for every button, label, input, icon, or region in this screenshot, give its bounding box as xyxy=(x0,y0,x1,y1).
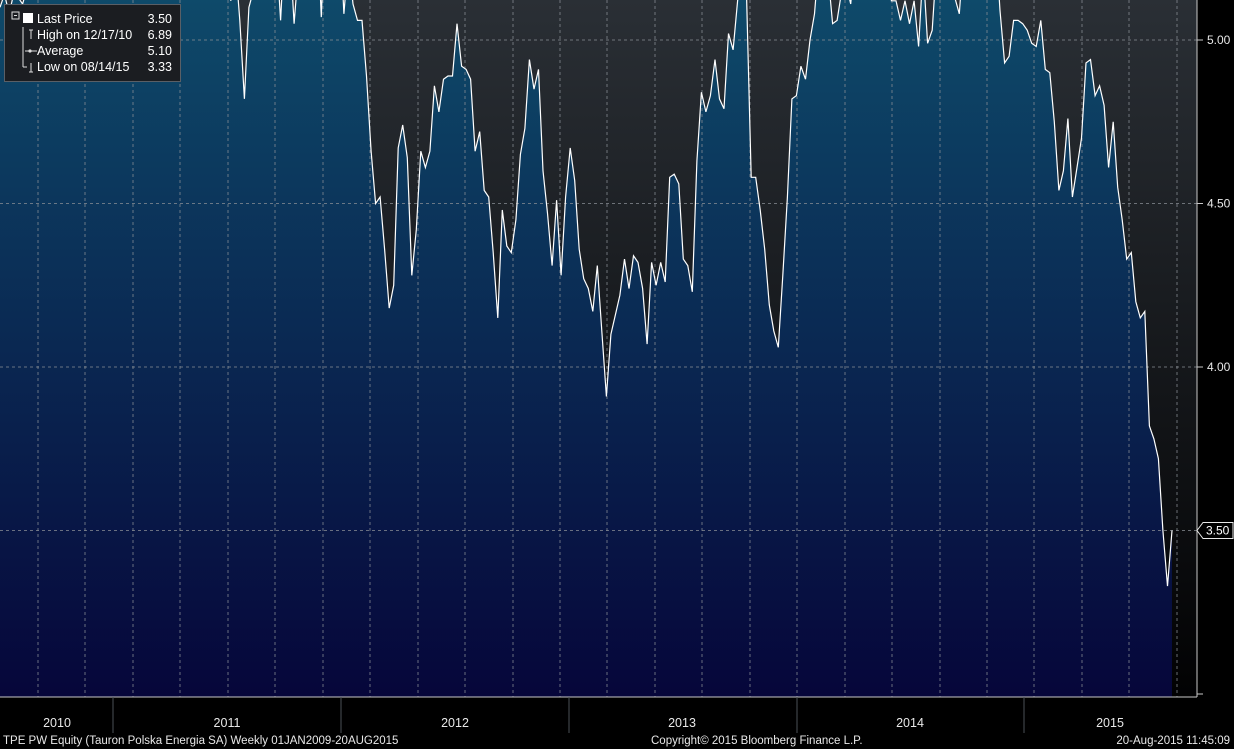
footer-timestamp: 20-Aug-2015 11:45:09 xyxy=(1116,735,1230,747)
last-price-tag-box xyxy=(1196,522,1234,539)
footer-copyright: Copyright© 2015 Bloomberg Finance L.P. xyxy=(651,735,863,747)
x-tick-label: 2012 xyxy=(441,716,469,730)
gridlines xyxy=(0,0,1197,697)
average-line-icon xyxy=(22,43,37,59)
footer-security-info: TPE PW Equity (Tauron Polska Energia SA)… xyxy=(3,735,399,747)
x-axis-ticks: 2010 2011 2012 2013 2014 2015 xyxy=(43,697,1124,733)
price-area xyxy=(0,0,1172,697)
legend-label: Low on 08/14/15 xyxy=(37,60,130,74)
low-marker-icon xyxy=(22,59,33,73)
price-line xyxy=(0,0,1173,587)
x-tick-label: 2014 xyxy=(896,716,924,730)
x-tick-label: 2011 xyxy=(214,716,241,730)
x-tick-label: 2013 xyxy=(668,716,696,730)
legend-value: 5.10 xyxy=(147,44,172,58)
legend-item-low: Low on 08/14/15 3.33 xyxy=(11,59,180,75)
legend-value: 3.50 xyxy=(147,12,172,26)
y-tick-label: 4.00 xyxy=(1207,360,1231,374)
y-tick-label: 5.00 xyxy=(1207,33,1231,47)
x-tick-label: 2010 xyxy=(43,716,71,730)
legend-value: 6.89 xyxy=(147,28,172,42)
high-marker-icon xyxy=(22,27,33,43)
x-tick-label: 2015 xyxy=(1096,716,1124,730)
legend-item-high: High on 12/17/10 6.89 xyxy=(11,27,180,43)
y-tick-label: 4.50 xyxy=(1207,197,1231,211)
legend-item-average: Average 5.10 xyxy=(11,43,180,59)
chart-legend: Last Price 3.50 High on 12/17/10 6.89 Av… xyxy=(4,4,181,82)
legend-label: Last Price xyxy=(37,12,93,26)
legend-label: Average xyxy=(37,44,84,58)
legend-item-last-price: Last Price 3.50 xyxy=(11,11,180,27)
filled-square-icon xyxy=(11,11,33,23)
axis-background xyxy=(1197,0,1234,749)
last-price-tag-label: 3.50 xyxy=(1206,524,1230,538)
footer-background xyxy=(0,697,1234,749)
legend-value: 3.33 xyxy=(147,60,172,74)
last-price-tag: 3.50 xyxy=(1196,522,1234,539)
legend-label: High on 12/17/10 xyxy=(37,28,133,42)
